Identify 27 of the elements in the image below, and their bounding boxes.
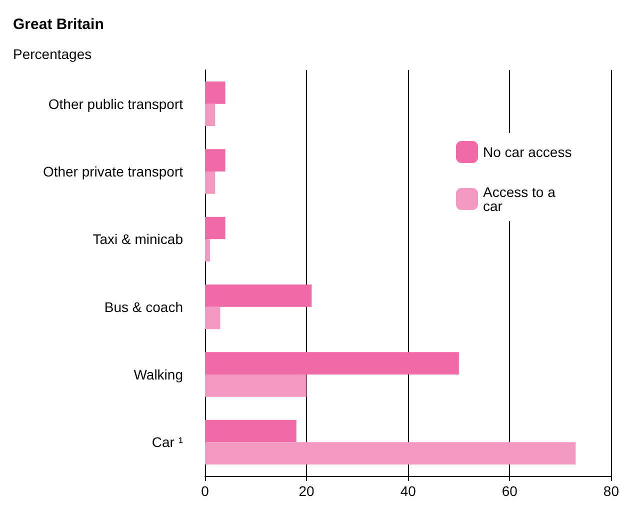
bar — [205, 239, 210, 262]
bar — [205, 284, 312, 307]
text: Great Britain — [13, 16, 104, 33]
legend-label: Access to a car — [483, 184, 560, 214]
bar — [205, 104, 216, 126]
x-tick-label: 40 — [400, 483, 416, 499]
text: Percentages — [13, 46, 92, 62]
bar — [205, 352, 459, 374]
bar — [205, 149, 226, 172]
y-tick-label: Other private transport — [42, 164, 184, 180]
y-tick-label: Walking — [134, 366, 183, 382]
x-tick-label: 60 — [502, 483, 518, 499]
y-tick-label: Bus & coach — [104, 298, 183, 315]
x-tick-label: 80 — [603, 483, 620, 499]
y-tick-label: Other public transport — [48, 96, 184, 112]
bar — [205, 216, 226, 240]
bar — [205, 374, 307, 397]
x-tick-label: 0 — [201, 483, 210, 499]
y-tick-label: Car ¹ — [152, 434, 184, 450]
bar — [205, 420, 296, 442]
x-tick-label: 20 — [298, 483, 315, 499]
bar — [205, 442, 576, 464]
y-tick-label: Taxi & minicab — [92, 231, 184, 248]
legend-label: No car access — [483, 144, 572, 160]
bar — [205, 172, 216, 194]
bar — [205, 306, 220, 330]
bar — [205, 82, 226, 104]
